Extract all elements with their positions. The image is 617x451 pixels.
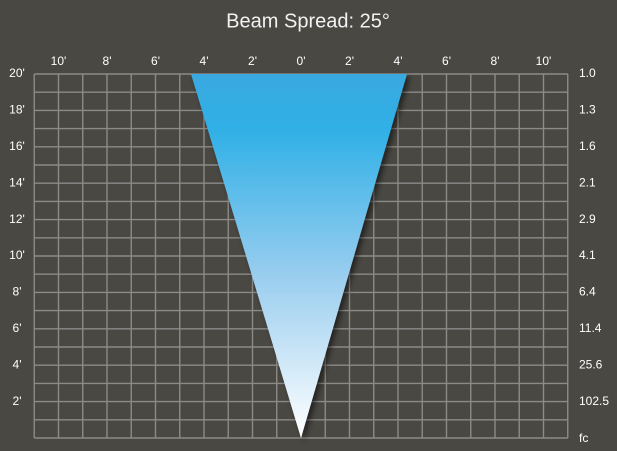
y-label: 16'	[9, 139, 25, 153]
fc-unit: fc	[579, 431, 588, 445]
beam-cone	[191, 74, 407, 438]
x-label: 4'	[200, 54, 209, 68]
y-label: 4'	[13, 357, 22, 371]
x-label: 0'	[297, 54, 306, 68]
y-label: 14'	[9, 175, 25, 189]
x-label: 8'	[103, 54, 112, 68]
x-label: 10'	[51, 54, 67, 68]
y-label: 20'	[9, 66, 25, 80]
fc-value: 1.0	[579, 66, 596, 80]
fc-value: 2.9	[579, 212, 596, 226]
x-label: 2'	[248, 54, 257, 68]
x-label: 8'	[491, 54, 500, 68]
y-label: 10'	[9, 248, 25, 262]
fc-value: 1.6	[579, 139, 596, 153]
fc-value: 6.4	[579, 285, 596, 299]
y-label: 8'	[13, 285, 22, 299]
fc-value: 2.1	[579, 175, 596, 189]
y-label: 12'	[9, 212, 25, 226]
title: Beam Spread: 25°	[226, 10, 390, 32]
x-label: 10'	[536, 54, 552, 68]
x-label: 4'	[394, 54, 403, 68]
fc-value: 4.1	[579, 248, 596, 262]
fc-value: 102.5	[579, 394, 609, 408]
y-label: 2'	[13, 394, 22, 408]
fc-value: 1.3	[579, 103, 596, 117]
y-label: 18'	[9, 103, 25, 117]
x-label: 6'	[151, 54, 160, 68]
x-label: 2'	[345, 54, 354, 68]
fc-value: 25.6	[579, 357, 603, 371]
fc-value: 11.4	[579, 321, 602, 335]
x-label: 6'	[442, 54, 451, 68]
y-label: 6'	[13, 321, 22, 335]
